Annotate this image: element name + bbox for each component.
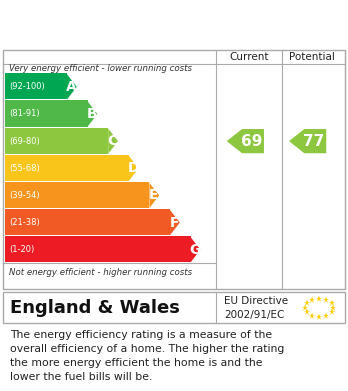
- Text: England & Wales: England & Wales: [10, 299, 180, 317]
- Bar: [5, 127, 108, 154]
- Bar: [5, 209, 170, 235]
- Text: (1-20): (1-20): [9, 245, 35, 254]
- Polygon shape: [170, 210, 180, 235]
- Text: B: B: [87, 107, 97, 121]
- Polygon shape: [289, 129, 326, 153]
- Polygon shape: [149, 183, 159, 208]
- Polygon shape: [67, 74, 77, 99]
- Text: (39-54): (39-54): [9, 191, 40, 200]
- Text: The energy efficiency rating is a measure of the
overall efficiency of a home. T: The energy efficiency rating is a measur…: [10, 330, 285, 382]
- Polygon shape: [88, 101, 97, 127]
- Text: (69-80): (69-80): [9, 136, 40, 145]
- Polygon shape: [108, 129, 118, 154]
- Bar: [5, 155, 129, 181]
- Text: D: D: [127, 161, 139, 175]
- Bar: [5, 100, 88, 127]
- Text: Potential: Potential: [288, 52, 334, 62]
- Text: (55-68): (55-68): [9, 164, 40, 173]
- Polygon shape: [227, 129, 264, 153]
- Text: EU Directive
2002/91/EC: EU Directive 2002/91/EC: [224, 296, 288, 319]
- Polygon shape: [129, 156, 139, 181]
- Text: (92-100): (92-100): [9, 83, 45, 91]
- Bar: [5, 236, 191, 262]
- Polygon shape: [191, 237, 200, 262]
- Text: Current: Current: [229, 52, 269, 62]
- Bar: [5, 73, 67, 99]
- Text: 69: 69: [241, 134, 262, 149]
- Text: Energy Efficiency Rating: Energy Efficiency Rating: [10, 15, 239, 33]
- Text: E: E: [149, 188, 159, 203]
- Text: F: F: [170, 215, 179, 230]
- Text: (81-91): (81-91): [9, 109, 40, 118]
- Text: A: A: [66, 80, 77, 94]
- Text: C: C: [108, 134, 118, 148]
- Text: Very energy efficient - lower running costs: Very energy efficient - lower running co…: [9, 64, 192, 73]
- Text: 77: 77: [303, 134, 324, 149]
- Text: G: G: [189, 243, 201, 257]
- Text: Not energy efficient - higher running costs: Not energy efficient - higher running co…: [9, 268, 192, 277]
- Text: (21-38): (21-38): [9, 218, 40, 227]
- Bar: [5, 182, 149, 208]
